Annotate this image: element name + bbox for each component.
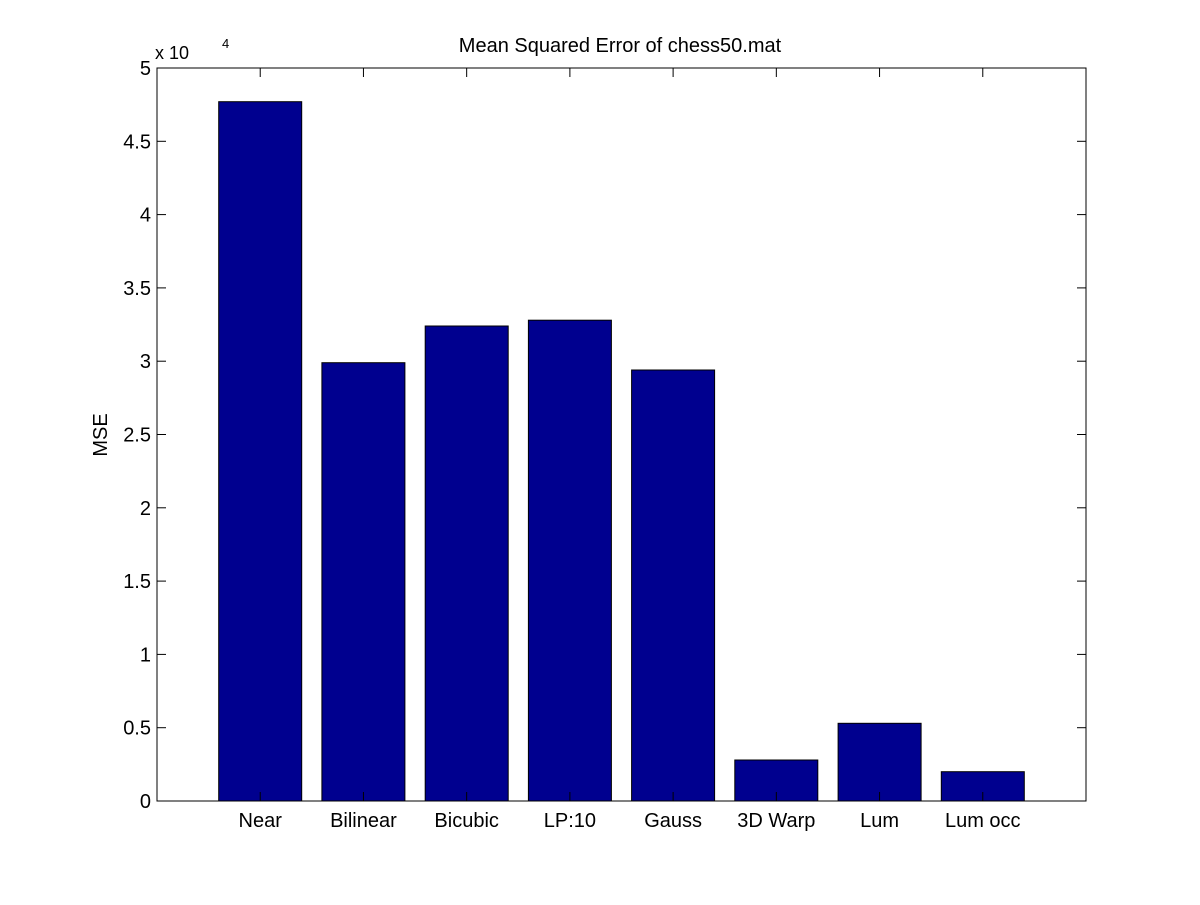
y-tick-label: 4 (140, 205, 151, 227)
bar-gauss (631, 369, 716, 802)
y-tick-label: 1.5 (123, 571, 151, 593)
chart-title: Mean Squared Error of chess50.mat (459, 35, 782, 57)
y-tick-label: 4.5 (123, 131, 151, 153)
x-category-label: Lum (860, 810, 899, 832)
y-axis-exponent-power: 4 (222, 36, 229, 51)
x-category-label: Bicubic (434, 810, 498, 832)
bars-layer (218, 101, 1025, 802)
y-tick-label: 2.5 (123, 425, 151, 447)
y-tick-label: 0.5 (123, 718, 151, 740)
y-axis-label: MSE (90, 413, 112, 456)
y-axis-exponent: x 10 4 (155, 36, 229, 63)
y-ticks-layer: 0 0.5 1 1.5 2 2.5 3 3.5 4 4.5 5 (123, 58, 1086, 813)
y-tick-label: 1 (140, 644, 151, 666)
x-category-label: 3D Warp (737, 810, 815, 832)
y-tick-label: 5 (140, 58, 151, 80)
y-axis-exponent-base: x 10 (155, 43, 189, 63)
y-tick-label: 3 (140, 351, 151, 373)
x-category-layer: Near Bilinear Bicubic LP:10 Gauss 3D Warp Lum L… (239, 68, 1021, 832)
bar-lp-10 (527, 319, 612, 802)
y-tick-label: 2 (140, 498, 151, 520)
bar-near (218, 101, 303, 802)
x-category-label: Bilinear (330, 810, 397, 832)
x-category-label: Near (239, 810, 283, 832)
x-category-label: Gauss (644, 810, 702, 832)
bar-bicubic (424, 325, 509, 802)
x-category-label: LP:10 (544, 810, 596, 832)
x-category-label: Lum occ (945, 810, 1021, 832)
y-tick-label: 0 (140, 791, 151, 813)
y-tick-label: 3.5 (123, 278, 151, 300)
bar-lum (837, 722, 922, 802)
bar-bilinear (321, 362, 406, 802)
